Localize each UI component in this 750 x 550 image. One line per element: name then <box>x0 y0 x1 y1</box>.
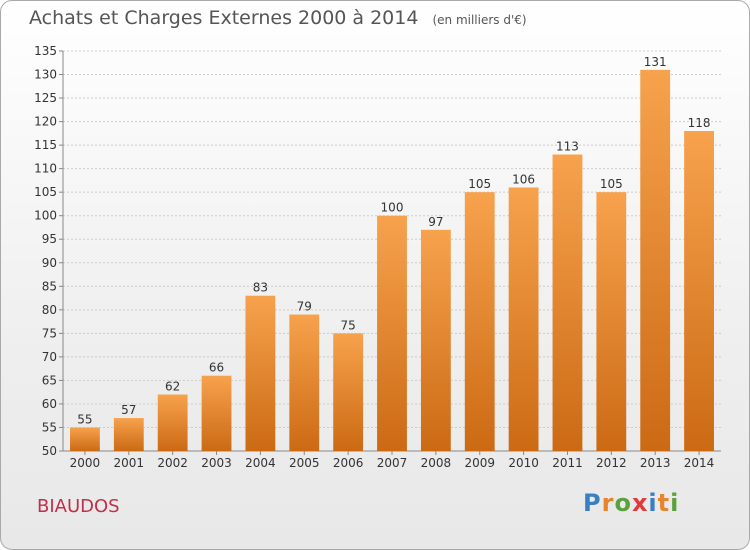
bar-2012 <box>596 192 627 452</box>
y-tick-label: 100 <box>34 209 57 223</box>
value-label-2007: 100 <box>381 201 404 215</box>
logo-letter: o <box>614 489 632 517</box>
x-tick-label-2007: 2007 <box>377 456 408 470</box>
value-label-2002: 62 <box>165 380 180 394</box>
value-label-2001: 57 <box>121 403 136 417</box>
value-label-2004: 83 <box>253 281 268 295</box>
x-tick-label-2004: 2004 <box>245 456 276 470</box>
value-label-2010: 106 <box>512 172 535 186</box>
commune-name: BIAUDOS <box>37 496 120 517</box>
y-tick-label: 90 <box>42 256 57 270</box>
proxiti-logo[interactable]: Proxiti <box>583 489 679 517</box>
x-tick-label-2002: 2002 <box>157 456 188 470</box>
y-tick-label: 55 <box>42 420 57 434</box>
value-label-2008: 97 <box>428 215 443 229</box>
chart-subtitle: (en milliers d'€) <box>432 13 527 27</box>
title-row: Achats et Charges Externes 2000 à 2014 (… <box>29 7 527 29</box>
y-tick-label: 125 <box>34 91 57 105</box>
bar-2014 <box>684 131 714 451</box>
bar-2010 <box>508 187 539 451</box>
bar-2001 <box>113 418 144 451</box>
x-tick-label-2013: 2013 <box>640 456 671 470</box>
x-tick-label-2008: 2008 <box>421 456 452 470</box>
value-label-2012: 105 <box>600 177 623 191</box>
value-label-2013: 131 <box>644 55 667 69</box>
bars <box>70 69 714 452</box>
logo-letter: i <box>670 489 680 517</box>
logo-letter: P <box>583 489 602 517</box>
x-tick-label-2012: 2012 <box>596 456 627 470</box>
y-tick-label: 135 <box>34 44 57 58</box>
y-tick-label: 120 <box>34 115 57 129</box>
logo-letter: i <box>648 489 658 517</box>
value-label-2003: 66 <box>209 361 224 375</box>
y-tick-label: 85 <box>42 279 57 293</box>
y-tick-label: 50 <box>42 444 57 458</box>
y-tick-label: 65 <box>42 373 57 387</box>
value-label-2005: 79 <box>297 300 312 314</box>
bar-2005 <box>289 314 320 451</box>
x-tick-label-2001: 2001 <box>114 456 145 470</box>
bar-2002 <box>157 394 188 451</box>
y-tick-label: 105 <box>34 185 57 199</box>
logo-letter: r <box>601 489 615 517</box>
bar-2011 <box>552 154 583 451</box>
x-tick-label-2011: 2011 <box>552 456 583 470</box>
bar-2008 <box>420 229 451 451</box>
x-tick-label-2009: 2009 <box>464 456 495 470</box>
x-tick-label-2003: 2003 <box>201 456 232 470</box>
value-label-2000: 55 <box>77 412 92 426</box>
chart-title: Achats et Charges Externes 2000 à 2014 <box>29 7 419 29</box>
x-tick-label-2005: 2005 <box>289 456 320 470</box>
y-tick-label: 70 <box>42 350 57 364</box>
x-tick-label-2010: 2010 <box>508 456 539 470</box>
bar-2003 <box>201 375 232 451</box>
y-tick-label: 60 <box>42 397 57 411</box>
bar-2004 <box>245 295 276 451</box>
bar-2006 <box>333 333 364 451</box>
x-tick-label-2014: 2014 <box>684 456 715 470</box>
value-label-2009: 105 <box>468 177 491 191</box>
value-label-2011: 113 <box>556 140 579 154</box>
y-tick-label: 130 <box>34 68 57 82</box>
x-tick-label-2000: 2000 <box>70 456 101 470</box>
bar-2007 <box>377 215 407 451</box>
y-tick-label: 110 <box>34 162 57 176</box>
y-tick-label: 95 <box>42 232 57 246</box>
value-label-2006: 75 <box>340 318 355 332</box>
labels: 55 2000 57 2001 62 2002 66 2003 83 2004 79 2005 75 20… <box>70 55 715 470</box>
x-tick-label-2006: 2006 <box>333 456 364 470</box>
bar-2000 <box>70 427 100 451</box>
logo-letter: x <box>631 489 649 517</box>
y-tick-label: 80 <box>42 303 57 317</box>
value-label-2014: 118 <box>688 116 711 130</box>
logo-letter: t <box>657 489 671 517</box>
bar-2009 <box>464 192 495 452</box>
y-tick-label: 75 <box>42 326 57 340</box>
y-tick-label: 115 <box>34 138 57 152</box>
bar-2013 <box>640 69 671 451</box>
